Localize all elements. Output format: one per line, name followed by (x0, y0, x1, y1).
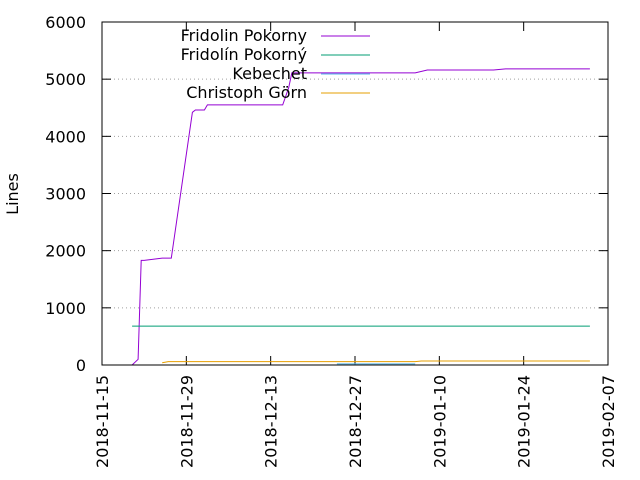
legend-label: Kebechet (232, 64, 307, 83)
x-tick-label: 2019-01-24 (515, 375, 534, 468)
legend-label: Fridolín Pokorný (181, 45, 307, 64)
x-tick-label: 2018-11-29 (177, 375, 196, 468)
series-line-christoph-g-rn (162, 360, 590, 364)
legend-label: Christoph Görn (186, 83, 307, 102)
x-axis: 2018-11-15 2018-11-29 2018-12-13 2018-12-27… (93, 22, 618, 468)
x-tick-label: 2018-12-13 (262, 375, 281, 468)
x-tick-label: 2018-12-27 (346, 375, 365, 468)
y-tick-label: 4000 (45, 127, 86, 146)
series-line-fridolin-pokorny (131, 68, 590, 366)
x-tick-label: 2019-01-10 (430, 375, 449, 468)
y-tick-label: 1000 (45, 299, 86, 318)
x-tick-label: 2019-02-07 (599, 375, 618, 468)
legend-label: Fridolin Pokorny (181, 26, 307, 45)
y-tick-label: 0 (76, 356, 86, 375)
y-tick-label: 2000 (45, 242, 86, 261)
y-tick-label: 3000 (45, 185, 86, 204)
plot-frame (101, 21, 609, 366)
series-lines (131, 68, 590, 366)
grid-lines (102, 78, 608, 309)
y-tick-label: 5000 (45, 70, 86, 89)
x-tick-label: 2018-11-15 (93, 375, 112, 468)
y-tick-label: 6000 (45, 13, 86, 32)
y-axis-label: Lines (3, 173, 22, 215)
y-axis: 0 1000 2000 3000 4000 5000 6000 (45, 13, 608, 375)
